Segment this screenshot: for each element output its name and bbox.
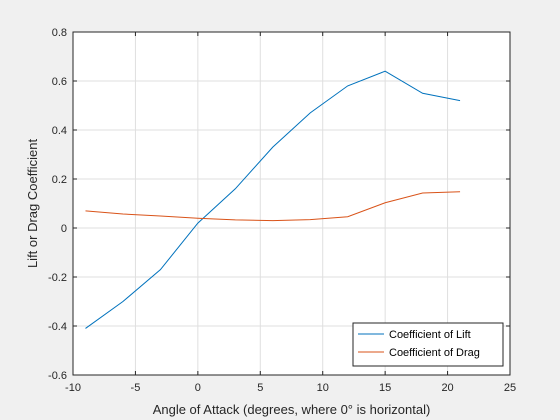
y-tick-label: -0.4 <box>48 321 67 333</box>
series-line-lift <box>85 70 461 329</box>
y-tick-label: 0.2 <box>52 174 67 186</box>
x-tick-label: 10 <box>317 382 329 394</box>
plot-area <box>73 32 510 375</box>
axes-box <box>72 31 511 376</box>
series-line-drag <box>85 191 461 222</box>
series-layer <box>85 70 461 329</box>
y-tick-label: 0.4 <box>52 125 67 137</box>
y-tick-label: -0.2 <box>48 272 67 284</box>
legend-box <box>352 322 504 367</box>
y-axis-label: Lift or Drag Coefficient <box>25 139 40 268</box>
x-tick-label: 25 <box>504 382 516 394</box>
x-tick-label: -10 <box>65 382 81 394</box>
x-tick-label: 5 <box>257 382 263 394</box>
legend: Coefficient of Lift Coefficient of Drag <box>352 322 504 367</box>
legend-label-drag: Coefficient of Drag <box>389 347 480 359</box>
y-tick-label: -0.6 <box>48 370 67 382</box>
ticks <box>72 31 511 376</box>
x-tick-label: 0 <box>195 382 201 394</box>
y-tick-label: 0.6 <box>52 76 67 88</box>
legend-label-lift: Coefficient of Lift <box>389 329 471 341</box>
x-tick-label: 20 <box>441 382 453 394</box>
x-tick-label: -5 <box>131 382 141 394</box>
tick-labels: -10 -5 0 5 10 15 20 25 -0.6 -0.4 -0.2 0 0.2 0.4 0.6 0.8 <box>48 27 516 394</box>
y-tick-label: 0.8 <box>52 27 67 39</box>
x-tick-label: 15 <box>379 382 391 394</box>
x-axis-label: Angle of Attack (degrees, where 0° is ho… <box>153 402 431 417</box>
y-tick-label: 0 <box>61 223 67 235</box>
